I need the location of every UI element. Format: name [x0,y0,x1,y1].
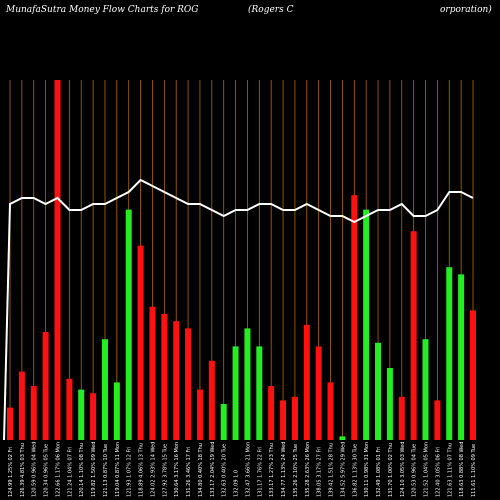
x-tick-label: 131.26 3.46% 17 Fri [186,447,192,497]
bar [291,396,298,440]
bar [315,346,322,440]
bar [446,267,453,440]
bar [149,306,156,440]
bar [351,195,358,440]
bar [470,310,476,440]
x-tick-label: 124.02 2.93% 14 Wed [150,442,156,497]
x-tick-label: 132.49 1.08% 01 Fri [376,447,382,497]
bar [220,404,227,440]
bar [113,382,120,440]
x-tick-label: 134.80 0.40% 18 Thu [198,443,204,497]
bar [327,382,334,440]
x-tick-label: 119.04 0.87% 11 Mon [115,442,121,497]
bar [363,209,370,440]
bar [375,342,382,440]
bar [386,368,393,440]
bar [422,339,429,440]
x-tick-labels: 124.99 1.25% 02 Fri 126.39 4.81% 03 Thu 12… [8,442,477,497]
x-tick-label: 139.42 1.51% 28 Thu [329,443,335,497]
bar [303,324,310,440]
bar [185,328,192,440]
x-tick-label: 111.61 1.10% 09 Tue [471,444,477,497]
bar [161,314,168,440]
bar [78,389,85,440]
x-tick-label: 121.52 1.04% 05 Mon [424,442,430,497]
x-tick-label: 120.53 0.96% 04 Tue [412,444,418,497]
x-tick-label: 130.64 3.17% 16 Mon [174,442,180,497]
bar [30,386,37,440]
x-tick-label: 136.82 1.13% 30 Tue [352,444,358,497]
x-tick-label: 118.63 0.88% 08 Wed [459,442,465,497]
money-flow-line [3,178,474,441]
x-tick-label: 120.59 0.96% 04 Wed [32,442,38,497]
chart-subtitle-continued: orporation) [440,4,492,15]
chart-title: MunafaSutra Money Flow Charts for ROG [5,5,199,15]
bar [125,209,132,440]
x-tick-label: 122.66 1.17% 06 Mon [55,442,61,497]
bar [18,371,25,440]
x-tick-label: 119.82 1.50% 09 Wed [91,442,97,497]
x-tick-label: 130.11 0.98% 31 Mon [364,442,370,497]
x-tick-label: 134.77 1.13% 24 Wed [281,442,287,497]
x-tick-label: 122.40 3.05% 06 Fri [435,447,441,497]
bar [137,245,144,440]
x-tick-label: 131.70 1.00% 02 Thu [388,443,394,497]
x-tick-label: 135.28 2.63% 26 Mon [305,442,311,497]
bar [434,400,441,440]
bar [54,80,61,440]
x-tick-label: 133.17 1.27% 23 Thu [269,443,275,497]
x-tick-label: 132.63 0.40% 20 Tue [222,444,228,497]
x-tick-label: 120.14 1.10% 08 Thu [79,443,85,497]
x-tick-label: 133.17 2.04% 19 Wed [210,442,216,497]
chart-subtitle: (Rogers C [248,4,294,15]
x-tick-label: 132.47 3.66% 21 Mon [245,442,251,497]
x-tick-label: 121.63 1.11% 07 Thu [447,443,453,497]
x-tick-label: 126.39 4.81% 03 Thu [20,443,26,497]
bar [232,346,239,440]
x-tick-label: 135.26 2.10% 25 Tue [293,444,299,497]
bars-group [7,80,476,440]
bar [256,346,263,440]
bar [410,231,417,440]
bar [280,400,287,440]
bar [90,393,97,440]
bar [208,360,215,440]
bar [42,332,49,440]
x-tick-label: 127.92 3.78% 15 Tue [162,444,168,497]
bar [196,389,203,440]
x-tick-label: 124.99 1.25% 02 Fri [8,447,14,497]
x-tick-label: 121.13 0.87% 10 Tue [103,444,109,497]
x-tick-label: 121.93 1.07% 12 Fri [127,447,133,497]
bar [101,339,108,440]
bar [398,396,405,440]
x-tick-label: 121.24 1.04% 07 Fri [67,447,73,497]
bar [458,274,465,440]
x-tick-label: 131.17 1.76% 22 Fri [257,447,263,497]
x-tick-label: 124.10 3.05% 03 Wed [400,442,406,497]
bar [244,328,251,440]
x-tick-label: 120.34 0.96% 05 Tue [44,444,50,497]
bar [7,407,13,440]
bar [173,321,180,440]
x-tick-label: 118.89 4.06% 13 Thu [139,443,145,497]
bar [268,386,275,440]
x-tick-label: 132.09 1.0 [234,470,240,497]
x-tick-label: 134.52 5.97% 29 Wed [340,442,346,497]
bar [339,436,346,440]
x-tick-label: 138.05 3.17% 27 Fri [317,447,323,497]
bar [66,378,73,440]
